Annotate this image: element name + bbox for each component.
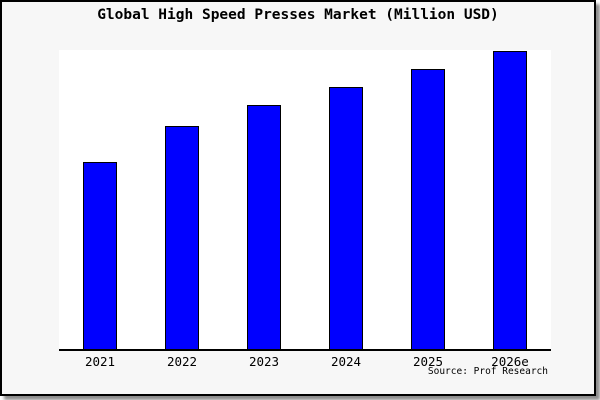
bar-2021 <box>83 162 117 351</box>
x-tick-label-2025: 2025 <box>412 354 444 369</box>
x-tick-label-2021: 2021 <box>84 354 116 369</box>
chart-title: Global High Speed Presses Market (Millio… <box>97 7 499 23</box>
bar-2023 <box>247 105 281 351</box>
x-tick-label-2024: 2024 <box>330 354 362 369</box>
bar-2024 <box>329 87 363 351</box>
bar-2022 <box>165 126 199 351</box>
x-tick-label-2022: 2022 <box>166 354 198 369</box>
x-axis-line <box>59 349 551 351</box>
x-tick-label-2023: 2023 <box>248 354 280 369</box>
bar-2025 <box>411 69 445 351</box>
bar-2026e <box>493 51 527 351</box>
source-credit: Source: Prof Research <box>427 366 548 377</box>
x-tick-label-2026e: 2026e <box>491 354 529 369</box>
plot-area <box>59 50 551 351</box>
